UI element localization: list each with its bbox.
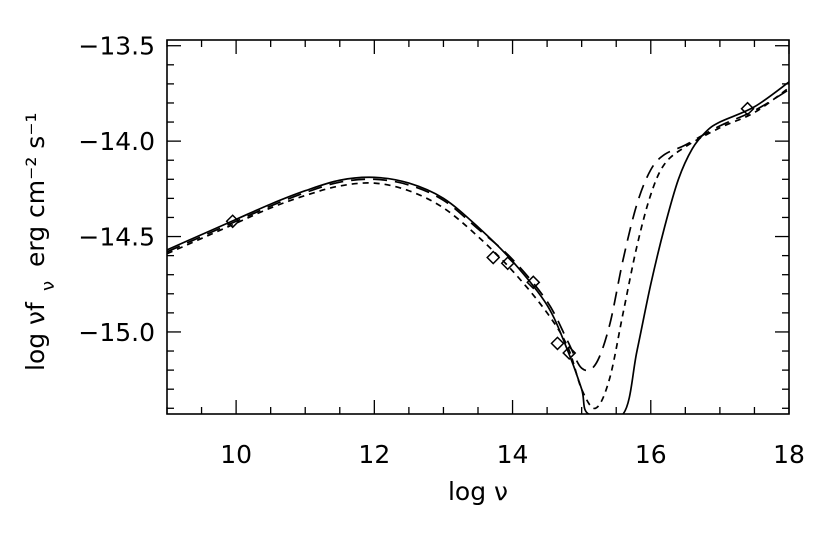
observation-diamond	[225, 214, 240, 229]
y-axis-label: log νf ν erg cm⁻² s⁻¹	[21, 112, 59, 371]
x-tick-label: 16	[635, 440, 667, 469]
tick-labels: 10 12 14 16 18 −13.5 −14.0 −14.5 −15.0	[78, 32, 805, 469]
observation-diamond	[526, 275, 541, 290]
series-solid-line	[167, 81, 789, 414]
observation-diamond	[740, 101, 755, 116]
x-tick-label: 18	[773, 440, 805, 469]
x-axis-label: log ν	[448, 477, 508, 506]
x-tick-label: 12	[358, 440, 390, 469]
y-axis-label-main: log νf	[21, 301, 50, 371]
observation-markers	[225, 101, 755, 360]
x-tick-label: 14	[497, 440, 529, 469]
axis-ticks	[166, 40, 790, 414]
observation-diamond	[562, 345, 577, 360]
observation-diamond	[550, 336, 565, 351]
y-axis-label-units: erg cm⁻² s⁻¹	[21, 112, 50, 267]
y-tick-label: −14.5	[78, 223, 155, 252]
series-long-dash-line	[167, 88, 789, 372]
series-short-dash-line	[167, 87, 789, 410]
y-tick-label: −15.0	[78, 318, 155, 347]
x-tick-label: 10	[220, 440, 252, 469]
observation-diamond	[500, 256, 515, 271]
y-axis-label-subscript: ν	[38, 281, 59, 291]
model-curves	[167, 81, 789, 414]
y-tick-label: −14.0	[78, 127, 155, 156]
observation-diamond	[486, 250, 501, 265]
y-tick-label: −13.5	[78, 32, 155, 61]
